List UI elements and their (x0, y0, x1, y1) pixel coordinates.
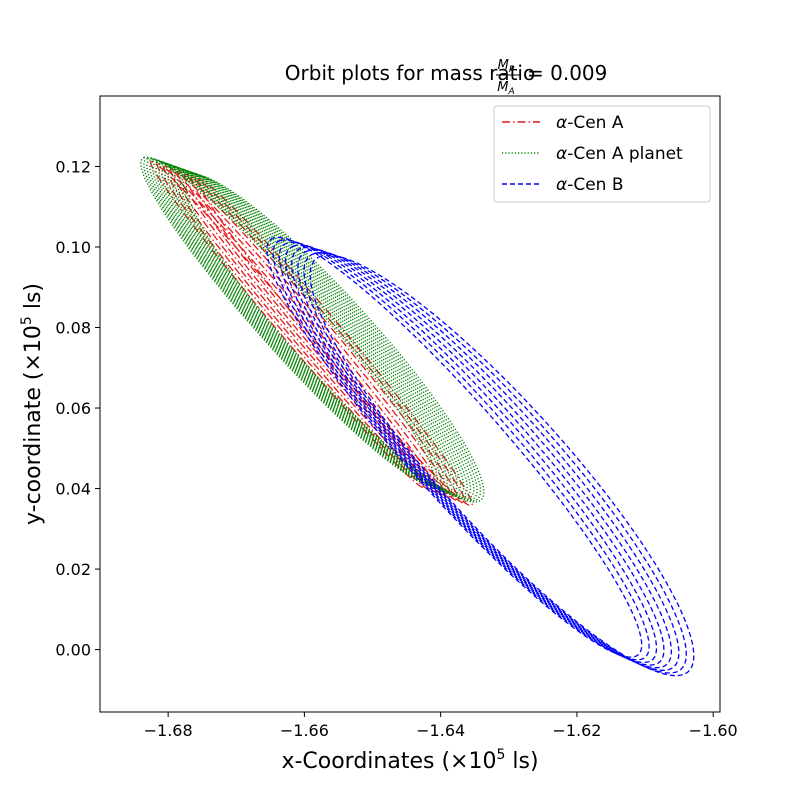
series-1 (140, 156, 485, 503)
orbit-loop (303, 251, 687, 674)
y-tick-label: 0.10 (55, 238, 91, 257)
series-2 (266, 236, 695, 677)
orbit-loop (197, 178, 473, 507)
orbit-loop (173, 169, 472, 498)
y-tick-label: 0.00 (55, 641, 91, 660)
y-tick-label: 0.04 (55, 480, 91, 499)
fraction-denominator: M (497, 80, 508, 95)
legend-label-cen-a-planet: α-Cen A planet (556, 144, 683, 164)
orbit-loop (190, 176, 466, 504)
orbit-loop (164, 165, 462, 495)
chart-title: Orbit plots for mass ratio (285, 61, 535, 85)
y-tick-label: 0.12 (55, 157, 91, 176)
y-axis-label: y-coordinate (×105 ls) (19, 283, 46, 525)
x-tick-label: −1.62 (552, 721, 601, 740)
orbit-loop (140, 156, 435, 485)
orbit-loop (185, 174, 485, 503)
mass-ratio-fraction: MP MA = 0.009 (496, 58, 607, 97)
y-tick-label: 0.06 (55, 399, 91, 418)
x-tick-label: −1.66 (280, 721, 329, 740)
series-layer (140, 156, 695, 677)
fraction-numerator: M (498, 58, 509, 73)
x-tick-label: −1.60 (689, 721, 738, 740)
orbit-loop (272, 239, 650, 661)
x-axis-label: x-Coordinates (×105 ls) (281, 747, 538, 774)
orbit-loop (266, 236, 643, 658)
orbit-loop (291, 246, 673, 669)
orbit-loop (278, 241, 658, 664)
plot-frame (99, 95, 721, 713)
fraction-denominator-sub: A (508, 87, 515, 97)
legend-label-cen-b: α-Cen B (556, 175, 624, 195)
ticks-layer: −1.68 −1.66 −1.64 −1.62 −1.60 0.00 0.02 0.04 0.0… (55, 157, 737, 740)
orbit-loop (177, 171, 453, 499)
orbit-loop (161, 164, 458, 494)
svg-text:MP: MP (498, 58, 515, 75)
orbit-loop (152, 161, 448, 490)
x-tick-label: −1.68 (144, 721, 193, 740)
y-tick-label: 0.08 (55, 319, 91, 338)
y-tick-label: 0.02 (55, 560, 91, 579)
orbit-loop (149, 159, 445, 489)
fraction-numerator-sub: P (509, 65, 515, 75)
orbit-loop (167, 167, 465, 496)
orbit-loop (176, 170, 475, 500)
legend-label-cen-a: α-Cen A (556, 113, 624, 133)
series-0 (149, 160, 473, 507)
orbit-loop (309, 254, 695, 677)
orbit-loop (179, 172, 478, 501)
svg-text:MA: MA (497, 80, 514, 97)
x-tick-label: −1.64 (416, 721, 465, 740)
orbit-loop (155, 162, 452, 491)
mass-ratio-value: = 0.009 (527, 61, 607, 85)
orbit-loop (158, 163, 455, 492)
orbit-loop (146, 158, 442, 487)
orbit-loop (143, 157, 438, 486)
orbit-loop (284, 244, 665, 666)
legend-box (493, 105, 711, 203)
legend: α-Cen A α-Cen A planet α-Cen B (493, 105, 711, 203)
orbit-loop (297, 249, 680, 671)
